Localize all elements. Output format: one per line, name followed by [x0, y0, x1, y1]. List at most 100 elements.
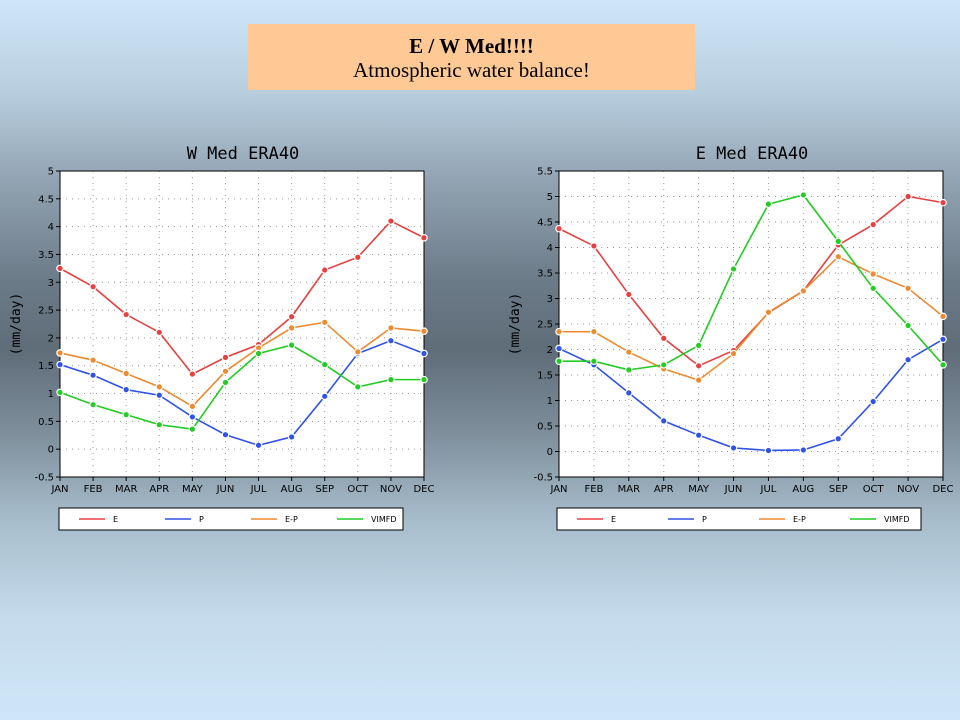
- data-point-E: [904, 192, 912, 201]
- x-tick-label: JUN: [216, 484, 235, 495]
- y-tick-label: 1.5: [537, 371, 553, 382]
- data-point-E: [320, 266, 329, 274]
- series-line-E-P: [559, 255, 944, 381]
- data-point-E-P: [155, 383, 164, 391]
- data-point-P: [625, 389, 633, 397]
- y-tick-label: 0.5: [537, 422, 553, 433]
- data-point-P: [122, 385, 130, 394]
- data-point-E-P: [625, 348, 633, 356]
- y-tick-label: 5: [48, 167, 54, 178]
- y-tick-label: 3.5: [38, 250, 54, 261]
- y-tick-label: 0: [547, 447, 553, 458]
- data-point-E: [188, 370, 197, 378]
- chart-title: E Med ERA40: [696, 144, 809, 164]
- data-point-P: [659, 417, 668, 425]
- x-tick-label: SEP: [829, 484, 848, 495]
- x-tick-label: NOV: [897, 484, 919, 495]
- data-point-E-P: [354, 348, 362, 356]
- data-point-P: [420, 349, 428, 358]
- legend-label-E-P: E-P: [793, 515, 806, 524]
- data-point-E: [387, 217, 395, 225]
- legend-label-VIMFD: VIMFD: [371, 515, 397, 524]
- x-tick-label: APR: [149, 484, 169, 495]
- data-point-VIMFD: [122, 410, 130, 419]
- x-tick-label: SEP: [315, 484, 334, 495]
- data-point-P: [764, 446, 773, 455]
- y-tick-label: 1: [48, 389, 54, 400]
- y-tick-label: 4.5: [38, 194, 54, 205]
- data-point-E: [869, 220, 877, 229]
- data-point-E-P: [221, 367, 230, 376]
- x-tick-label: FEB: [84, 484, 103, 495]
- data-point-P: [56, 360, 64, 369]
- data-point-P: [869, 397, 877, 406]
- y-tick-label: 4: [547, 243, 553, 254]
- x-tick-label: DEC: [413, 484, 434, 495]
- data-point-VIMFD: [590, 357, 598, 366]
- data-point-VIMFD: [869, 284, 877, 293]
- y-tick-label: 1.5: [38, 361, 54, 372]
- data-point-VIMFD: [764, 200, 773, 208]
- data-point-E-P: [904, 284, 912, 293]
- legend-label-P: P: [702, 515, 707, 524]
- y-tick-label: 4: [48, 222, 54, 233]
- y-tick-label: -0.5: [533, 473, 553, 484]
- data-point-VIMFD: [939, 360, 947, 369]
- data-point-P: [904, 355, 912, 364]
- y-tick-label: 5.5: [537, 167, 553, 178]
- data-point-VIMFD: [659, 360, 668, 369]
- data-point-VIMFD: [188, 425, 197, 433]
- data-point-E-P: [387, 324, 395, 332]
- data-point-P: [729, 444, 738, 452]
- x-tick-label: AUG: [281, 484, 303, 495]
- chart-1: -0.5 0 0.5 1 1.5 2 2.5 3 3.5 4 4.5 5 5.5 JAN FEB MAR APR…: [508, 144, 954, 531]
- data-point-P: [939, 335, 947, 344]
- data-point-E-P: [56, 349, 64, 357]
- data-point-E-P: [122, 369, 130, 378]
- data-point-E-P: [834, 252, 843, 261]
- y-tick-label: 2.5: [537, 320, 553, 331]
- y-tick-label: 4.5: [537, 218, 553, 229]
- data-point-E-P: [729, 349, 738, 358]
- data-point-VIMFD: [89, 400, 97, 409]
- y-tick-label: 2: [547, 345, 553, 356]
- data-point-E: [659, 334, 668, 343]
- data-point-E: [694, 362, 703, 370]
- series-line-E: [558, 195, 944, 367]
- y-tick-label: 1: [547, 396, 553, 407]
- legend-label-E-P: E-P: [285, 515, 298, 524]
- y-axis-label: (mm/day): [508, 293, 523, 356]
- legend-label-E: E: [113, 515, 118, 524]
- data-point-VIMFD: [387, 375, 395, 384]
- data-point-VIMFD: [221, 378, 230, 387]
- data-point-E: [555, 224, 563, 233]
- data-point-P: [834, 434, 843, 443]
- legend: E P E-P VIMFD: [58, 507, 404, 531]
- x-tick-label: JUL: [760, 484, 777, 495]
- data-point-P: [155, 391, 164, 400]
- y-tick-label: 0: [48, 445, 54, 456]
- data-point-P: [387, 336, 395, 345]
- data-point-VIMFD: [420, 375, 428, 384]
- data-point-VIMFD: [254, 349, 263, 358]
- data-point-P: [287, 433, 296, 441]
- x-tick-label: MAR: [115, 484, 137, 495]
- data-point-E-P: [287, 324, 296, 332]
- data-point-VIMFD: [56, 388, 64, 397]
- data-point-VIMFD: [555, 357, 563, 366]
- y-tick-label: -0.5: [34, 473, 54, 484]
- data-point-E-P: [764, 308, 773, 317]
- data-point-P: [320, 392, 329, 401]
- data-point-VIMFD: [625, 366, 633, 374]
- y-tick-label: 3: [48, 278, 54, 289]
- legend-box: [58, 507, 404, 531]
- series-line-E: [59, 220, 425, 376]
- legend-box: [556, 507, 922, 531]
- data-point-E: [287, 312, 296, 321]
- x-tick-label: JAN: [50, 484, 68, 495]
- x-tick-label: MAY: [688, 484, 710, 495]
- data-point-E-P: [320, 318, 329, 327]
- data-point-E: [56, 264, 64, 273]
- data-point-VIMFD: [799, 191, 808, 199]
